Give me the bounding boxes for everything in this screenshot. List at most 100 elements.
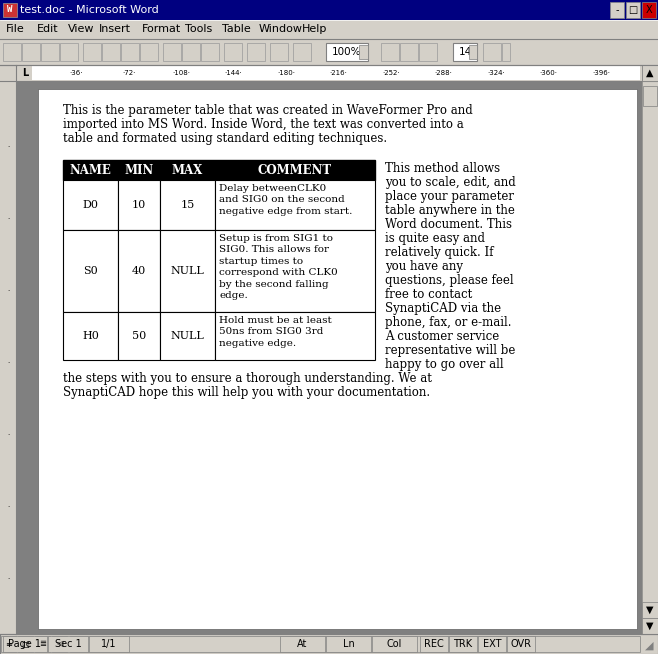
Bar: [469, 45, 477, 59]
Bar: [224, 43, 242, 61]
Bar: [0, 65, 658, 81]
Text: ·396·: ·396·: [592, 70, 610, 76]
Text: ·: ·: [7, 576, 9, 581]
Text: ▼: ▼: [646, 605, 654, 615]
Bar: [0, 0, 658, 20]
Bar: [642, 2, 656, 18]
Bar: [449, 636, 477, 652]
Bar: [1, 636, 16, 652]
Text: ◁: ◁: [56, 640, 63, 649]
Text: Ln: Ln: [343, 639, 355, 649]
Bar: [215, 230, 375, 312]
Bar: [642, 618, 658, 634]
Text: 40: 40: [132, 266, 146, 276]
Text: SynaptiCAD via the: SynaptiCAD via the: [385, 302, 501, 315]
Bar: [270, 43, 288, 61]
Bar: [63, 312, 118, 360]
Text: ·324·: ·324·: [488, 70, 505, 76]
Text: ·288·: ·288·: [435, 70, 453, 76]
Text: EXT: EXT: [483, 639, 501, 649]
Bar: [102, 43, 120, 61]
Text: ·216·: ·216·: [330, 70, 347, 76]
Text: imported into MS Word. Inside Word, the text was converted into a: imported into MS Word. Inside Word, the …: [63, 118, 464, 131]
Text: you have any: you have any: [385, 260, 463, 273]
Text: REC: REC: [424, 639, 444, 649]
Text: 100%: 100%: [332, 47, 362, 57]
Text: ·36·: ·36·: [69, 70, 83, 76]
Text: TRK: TRK: [453, 639, 472, 649]
Text: table and formated using standard editing techniques.: table and formated using standard editin…: [63, 132, 387, 145]
Bar: [63, 160, 375, 180]
Bar: [610, 2, 624, 18]
Text: □: □: [628, 5, 638, 15]
Text: ·180·: ·180·: [277, 70, 295, 76]
Bar: [642, 602, 658, 618]
Text: SynaptiCAD hope this will help you with your documentation.: SynaptiCAD hope this will help you with …: [63, 386, 430, 399]
Bar: [63, 230, 118, 312]
Bar: [0, 20, 658, 39]
Bar: [182, 43, 200, 61]
Text: Page 1: Page 1: [9, 639, 41, 649]
Text: D0: D0: [82, 200, 99, 210]
Bar: [18, 636, 33, 652]
Bar: [83, 43, 101, 61]
Text: ·144·: ·144·: [225, 70, 242, 76]
Text: H0: H0: [82, 331, 99, 341]
Text: ·: ·: [7, 145, 9, 150]
Text: ·: ·: [7, 216, 9, 222]
Bar: [118, 180, 160, 230]
Text: 10: 10: [132, 200, 146, 210]
Text: 50: 50: [132, 331, 146, 341]
Bar: [35, 636, 50, 652]
Text: NULL: NULL: [170, 331, 205, 341]
Bar: [400, 43, 418, 61]
Text: File: File: [6, 24, 25, 35]
Bar: [483, 43, 501, 61]
Text: This is the parameter table that was created in WaveFormer Pro and: This is the parameter table that was cre…: [63, 104, 472, 117]
Bar: [160, 230, 215, 312]
Bar: [18, 66, 32, 80]
Text: Table: Table: [222, 24, 251, 35]
Bar: [16, 81, 642, 634]
Text: Window: Window: [259, 24, 303, 35]
Text: ·: ·: [7, 360, 9, 366]
Bar: [121, 43, 139, 61]
Bar: [419, 43, 437, 61]
Bar: [3, 636, 47, 652]
Text: questions, please feel: questions, please feel: [385, 274, 514, 287]
Bar: [89, 636, 129, 652]
Text: □: □: [22, 640, 30, 649]
Text: MAX: MAX: [172, 164, 203, 177]
Text: This method allows: This method allows: [385, 162, 500, 175]
Text: the steps with you to ensure a thorough understanding. We at: the steps with you to ensure a thorough …: [63, 372, 432, 385]
Bar: [3, 3, 17, 17]
Bar: [247, 43, 265, 61]
Text: OVR: OVR: [511, 639, 532, 649]
Bar: [280, 636, 325, 652]
Bar: [643, 86, 657, 106]
Text: ≡: ≡: [5, 640, 12, 649]
Text: Setup is from SIG1 to
SIG0. This allows for
startup times to
correspond with CLK: Setup is from SIG1 to SIG0. This allows …: [219, 234, 338, 300]
Bar: [359, 45, 368, 59]
Bar: [118, 312, 160, 360]
Bar: [626, 2, 640, 18]
Text: you to scale, edit, and: you to scale, edit, and: [385, 176, 516, 189]
Text: Delay betweenCLK0
and SIG0 on the second
negative edge from start.: Delay betweenCLK0 and SIG0 on the second…: [219, 184, 353, 216]
Text: Format: Format: [142, 24, 181, 35]
Bar: [118, 230, 160, 312]
Text: free to contact: free to contact: [385, 288, 472, 301]
Text: Sec 1: Sec 1: [55, 639, 82, 649]
Text: ▲: ▲: [646, 68, 654, 78]
Text: table anywhere in the: table anywhere in the: [385, 204, 515, 217]
Bar: [215, 312, 375, 360]
Bar: [52, 636, 67, 652]
Text: ·252·: ·252·: [382, 70, 400, 76]
Bar: [140, 43, 158, 61]
Bar: [163, 43, 181, 61]
Bar: [0, 65, 16, 634]
Bar: [420, 636, 448, 652]
Bar: [326, 43, 368, 61]
Bar: [63, 180, 118, 230]
Bar: [502, 43, 510, 61]
Text: ▼: ▼: [646, 621, 654, 631]
